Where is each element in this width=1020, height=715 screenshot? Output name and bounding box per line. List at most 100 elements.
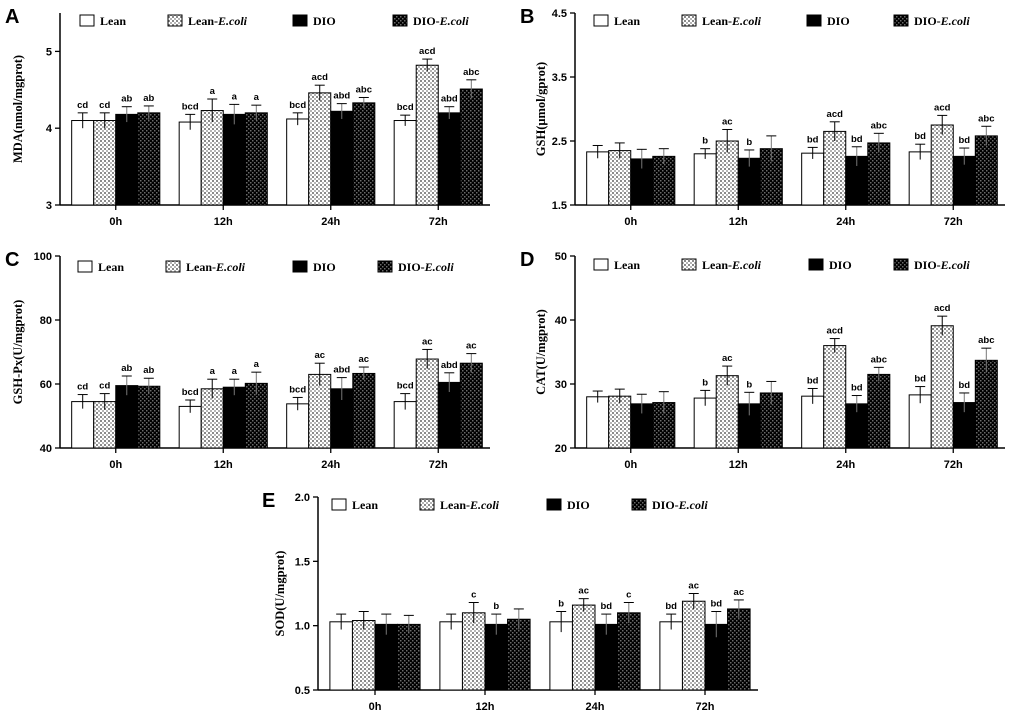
bar	[93, 120, 117, 206]
significance-label: cd	[77, 100, 88, 111]
y-tick-label: 40	[40, 443, 52, 455]
bar	[71, 120, 95, 206]
bar	[617, 612, 641, 691]
x-tick-label: 72h	[696, 701, 715, 713]
legend-swatch	[79, 14, 95, 27]
bar	[823, 345, 847, 449]
significance-label: a	[232, 91, 238, 102]
legend-label: DIO-E.coli	[652, 498, 708, 512]
x-tick-label: 24h	[836, 459, 855, 471]
legend-label: Lean-E.coli	[702, 14, 762, 28]
significance-label: b	[702, 377, 708, 388]
significance-label: ac	[466, 341, 477, 352]
y-tick-label: 50	[555, 251, 567, 263]
panel-letter: A	[5, 6, 19, 28]
significance-label: acd	[934, 303, 951, 314]
y-tick-label: 60	[40, 379, 52, 391]
significance-label: abc	[978, 113, 994, 124]
significance-label: bd	[710, 599, 722, 610]
significance-label: abc	[978, 335, 994, 346]
bar	[222, 386, 246, 449]
panel-letter: C	[5, 249, 19, 271]
y-tick-label: 1.5	[295, 556, 310, 568]
legend-label: Lean	[614, 258, 640, 272]
legend: Lean Lean-E.coli DIO DIO-E.coli	[77, 260, 454, 274]
significance-label: b	[558, 599, 564, 610]
legend-label-text: Lean-	[440, 498, 470, 512]
bar	[659, 621, 683, 691]
bar	[727, 608, 751, 691]
bar	[715, 375, 739, 449]
legend-label-text: DIO	[567, 498, 590, 512]
bar	[823, 130, 847, 206]
significance-label: ab	[143, 365, 154, 376]
significance-label: abd	[441, 94, 458, 105]
significance-label: bd	[958, 380, 970, 391]
significance-label: ac	[314, 350, 325, 361]
bar	[393, 120, 417, 206]
bar	[608, 395, 632, 449]
legend-label-italic: E.coli	[217, 14, 248, 28]
bar	[801, 395, 825, 449]
y-axis-title: GSH-Px(U/mgprot)	[11, 300, 25, 405]
y-axis-title: SOD(U/mgprot)	[273, 551, 287, 637]
bar	[908, 151, 932, 206]
legend-label: DIO-E.coli	[914, 14, 970, 28]
legend-label: Lean	[352, 498, 378, 512]
legend-label-text: DIO-	[413, 14, 440, 28]
bar	[571, 604, 596, 691]
legend-label: DIO-E.coli	[914, 258, 970, 272]
significance-label: bd	[600, 601, 612, 612]
y-tick-label: 20	[555, 443, 567, 455]
legend-label-text: Lean-	[702, 258, 732, 272]
significance-label: bd	[914, 374, 926, 385]
x-tick-label: 12h	[729, 216, 748, 228]
legend-swatch	[419, 498, 435, 511]
panel-letter: E	[262, 490, 275, 512]
significance-label: ac	[578, 586, 589, 597]
bar	[137, 385, 161, 449]
x-tick-label: 24h	[321, 216, 340, 228]
significance-label: a	[210, 86, 216, 97]
significance-label: acd	[312, 72, 329, 83]
legend-label-italic: E.coli	[215, 260, 246, 274]
legend-label-text: Lean	[100, 14, 126, 28]
x-tick-label: 24h	[836, 216, 855, 228]
bar	[115, 113, 139, 206]
legend-label-text: Lean	[614, 14, 640, 28]
legend-swatch	[165, 260, 181, 273]
significance-label: b	[746, 379, 752, 390]
y-tick-label: 3.5	[552, 72, 567, 84]
legend-label-text: Lean-	[186, 260, 216, 274]
significance-label: acd	[934, 102, 951, 113]
significance-label: bd	[807, 134, 819, 145]
bar	[586, 396, 610, 449]
significance-label: ab	[121, 363, 132, 374]
significance-label: b	[702, 136, 708, 147]
legend-swatch	[292, 14, 308, 27]
y-tick-label: 80	[40, 315, 52, 327]
x-tick-label: 72h	[429, 459, 448, 471]
significance-label: ab	[121, 94, 132, 105]
bar	[439, 621, 463, 691]
y-tick-label: 40	[555, 315, 567, 327]
significance-label: cd	[99, 381, 110, 392]
x-tick-label: 0h	[624, 459, 637, 471]
bar	[352, 372, 376, 449]
significance-label: bcd	[289, 384, 306, 395]
legend-swatch	[893, 258, 909, 271]
legend-swatch	[377, 260, 393, 273]
bar	[681, 600, 706, 691]
legend-label-text: Lean	[614, 258, 640, 272]
significance-label: ac	[688, 581, 699, 592]
bar	[974, 135, 998, 206]
significance-label: ac	[422, 336, 433, 347]
significance-label: bcd	[182, 387, 199, 398]
bar	[137, 112, 161, 206]
y-tick-label: 1.0	[295, 621, 310, 633]
legend: Lean Lean-E.coli DIO DIO-E.coli	[593, 258, 970, 272]
bar	[608, 150, 632, 206]
